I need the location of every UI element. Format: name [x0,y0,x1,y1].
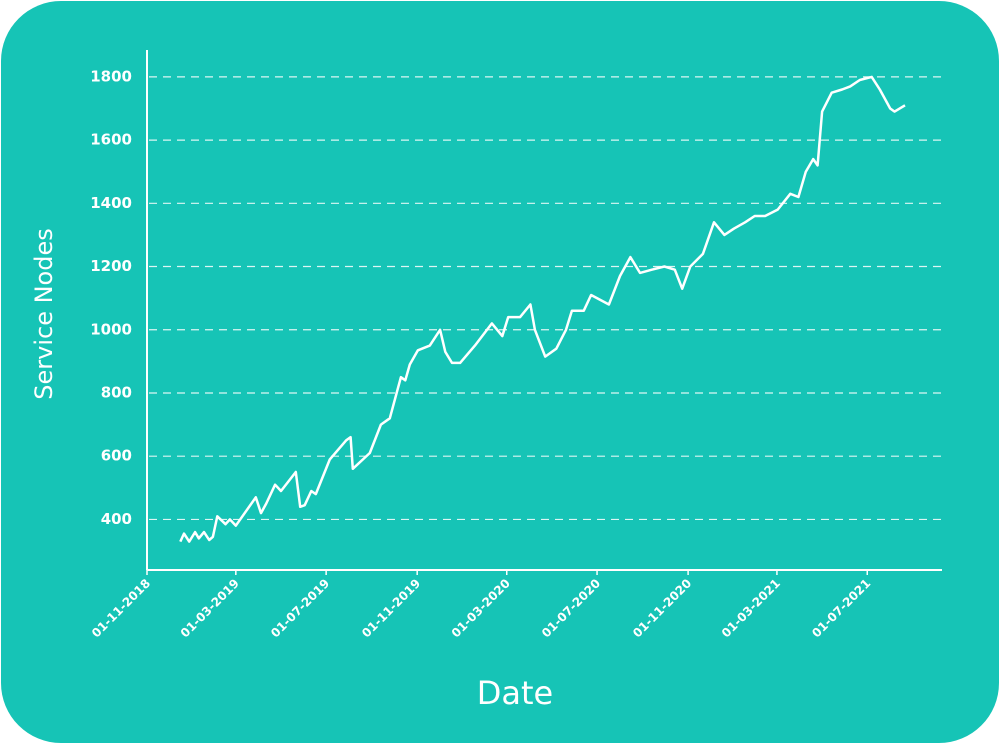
y-tick-label: 800 [101,383,132,401]
y-tick-label: 400 [101,510,132,528]
data-line [179,75,906,543]
y-tick-label: 600 [101,447,132,465]
x-axis-label: Date [477,674,553,712]
y-tick-label: 1400 [90,194,132,212]
y-tick-label: 1000 [90,320,132,338]
y-tick-label: 1800 [90,67,132,85]
y-tick-label: 1600 [90,131,132,149]
y-axis-label: Service Nodes [30,228,58,399]
y-tick-label: 1200 [90,257,132,275]
